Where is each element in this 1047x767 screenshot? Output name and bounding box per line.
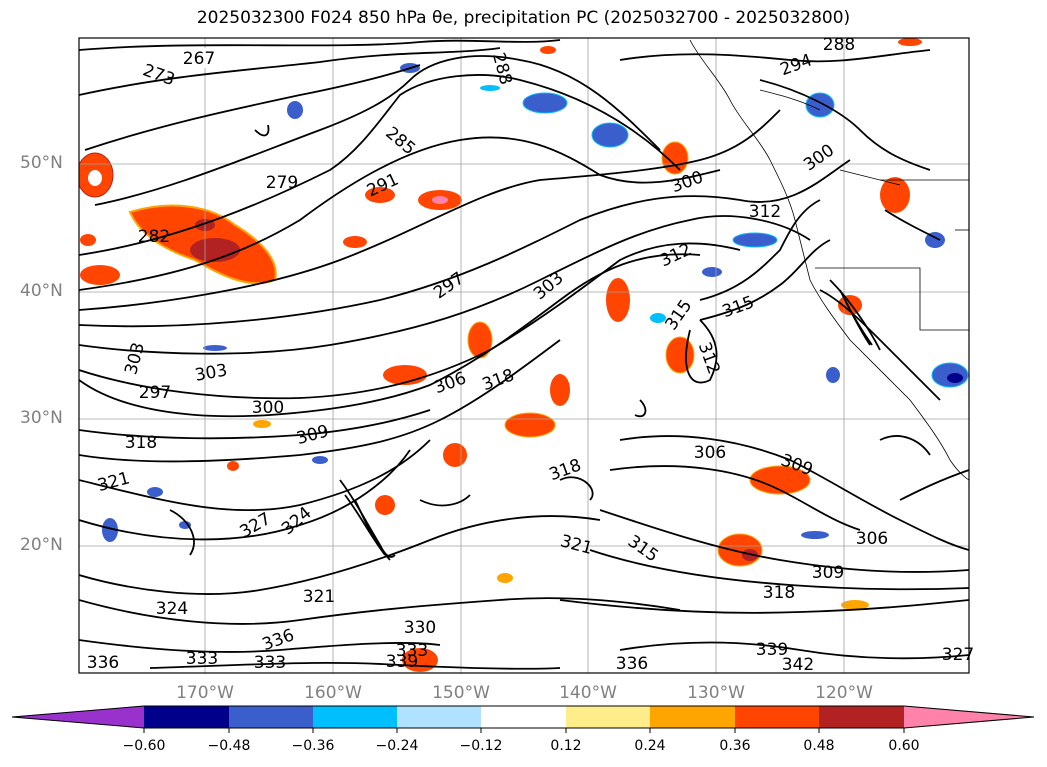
contour-label: 309 [812,563,844,583]
contour-label: 267 [183,49,215,69]
theta-e-contours [79,39,969,670]
contour-label: 306 [694,443,726,463]
colorbar-bin [566,706,650,728]
contour-label: 306 [856,529,888,549]
colorbar-tick-label: −0.12 [459,738,503,754]
colorbar-tick-label: 0.60 [888,738,920,754]
lat-label: 50°N [20,153,63,173]
colorbar-bin [397,706,481,728]
contour-label: 297 [139,383,171,403]
contour-label: 336 [616,654,648,674]
contour-label: 312 [694,340,724,377]
map-title: 2025032300 F024 850 hPa θe, precipitatio… [196,8,851,28]
contour-label: 333 [186,649,218,669]
colorbar [11,705,1035,733]
contour-label: 318 [547,455,584,485]
lon-label: 130°W [687,683,745,703]
colorbar-bin [144,706,229,728]
contour-label: 318 [763,583,795,603]
contour-label: 327 [942,645,974,665]
contour-label: 282 [138,227,170,247]
colorbar-bin [313,706,397,728]
contour-label: 312 [749,202,781,222]
colorbar-tick-label: 0.24 [634,738,666,754]
contour-label: 279 [266,173,298,193]
contour-label: 318 [125,433,157,453]
colorbar-bin [229,706,313,728]
colorbar-extend-high [904,706,1034,728]
colorbar-tick-label: −0.60 [122,738,166,754]
contour-label: 339 [386,652,418,672]
contour-label: 273 [140,60,177,90]
lat-label: 20°N [20,535,63,555]
contour-label: 336 [260,625,297,655]
precip-negative-shading [102,63,969,542]
colorbar-tick-label: 0.48 [803,738,835,754]
lat-label: 40°N [20,281,63,301]
contour-label: 342 [782,655,814,675]
lon-label: 150°W [432,683,490,703]
colorbar-tick-label: −0.24 [375,738,419,754]
lon-label: 170°W [176,683,234,703]
precip-positive-shading [79,38,922,672]
coastlines [689,39,969,481]
colorbar-tick-label: 0.36 [719,738,751,754]
colorbar-extend-low [12,706,144,728]
contour-label: 330 [404,618,436,638]
contour-label: 324 [156,599,188,619]
contour-label: 321 [558,531,595,559]
contour-labels: 267 273 279 282 285 288 288 291 294 297 … [87,35,974,675]
contour-label: 288 [823,35,855,55]
contour-label: 318 [480,365,517,395]
lon-label: 160°W [304,683,362,703]
colorbar-bin [650,706,735,728]
graticule [79,38,969,673]
map-frame [78,37,970,674]
contour-label: 294 [778,50,815,80]
contour-label: 333 [254,653,286,673]
colorbar-bin [819,706,904,728]
contour-label: 288 [488,50,516,87]
contour-label: 333 [396,641,428,661]
colorbar-tick-label: −0.36 [291,738,335,754]
lon-label: 120°W [815,683,873,703]
contour-label: 300 [800,140,838,175]
contour-label: 321 [303,587,335,607]
contour-label: 336 [87,653,119,673]
contour-label: 303 [193,360,228,385]
lat-label: 30°N [20,408,63,428]
contour-label: 309 [294,421,331,449]
colorbar-bin [481,706,566,728]
colorbar-tick-label: 0.12 [550,738,582,754]
contour-label: 303 [121,340,149,377]
colorbar-bin [735,706,819,728]
contour-label: 315 [661,296,696,334]
lon-label: 140°W [559,683,617,703]
contour-label: 300 [252,398,284,418]
colorbar-tick-label: −0.48 [207,738,251,754]
contour-label: 315 [720,292,757,322]
map-plot-area [79,38,969,673]
contour-label: 339 [756,640,788,660]
